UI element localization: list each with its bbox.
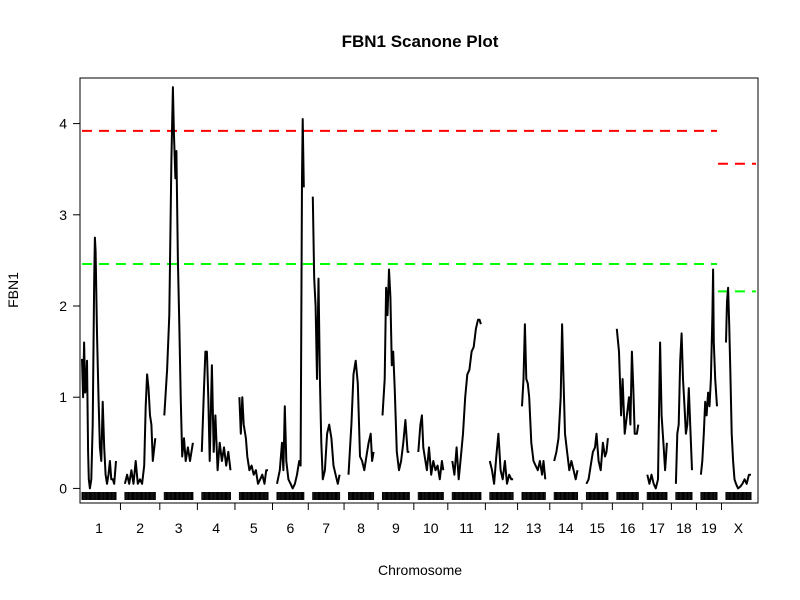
x-tick-label-chr-7: 7: [322, 520, 330, 536]
x-tick-label-chr-16: 16: [620, 520, 636, 536]
lod-curve-chr-19: [699, 268, 718, 475]
x-tick-label-chr-18: 18: [676, 520, 692, 536]
x-tick-label-chr-11: 11: [459, 520, 474, 536]
lod-curve-chr-4: [200, 350, 232, 472]
x-tick-label-chr-9: 9: [392, 520, 400, 536]
lod-curve-chr-3: [163, 86, 194, 462]
lod-curve-chr-9: [381, 268, 410, 472]
x-tick-label-chr-3: 3: [175, 520, 183, 536]
plot-frame: [79, 77, 759, 504]
lod-curve-chr-12: [488, 432, 514, 485]
lod-curve-chr-6: [276, 118, 305, 490]
chart-title: FBN1 Scanone Plot: [342, 32, 499, 51]
x-tick-label-chr-13: 13: [526, 520, 542, 536]
lod-curve-chr-8: [347, 359, 375, 475]
lod-curve-chr-11: [451, 318, 482, 481]
x-tick-label-chr-4: 4: [212, 520, 220, 536]
x-tick-label-chr-1: 1: [95, 520, 103, 536]
lod-curve-chr-10: [417, 414, 445, 481]
lod-curve-chr-15: [585, 432, 609, 485]
x-axis-label: Chromosome: [378, 562, 462, 578]
x-tick-label-chr-8: 8: [357, 520, 365, 536]
lod-curve-chr-14: [553, 323, 579, 481]
x-tick-label-chr-5: 5: [250, 520, 258, 536]
y-tick-label: 4: [59, 116, 67, 132]
x-tick-label-chr-15: 15: [589, 520, 605, 536]
lod-curve-chr-7: [311, 196, 341, 485]
lod-curve-chr-X: [725, 286, 751, 490]
lod-curve-chr-17: [646, 341, 668, 490]
y-tick-label: 1: [59, 389, 67, 405]
lod-curve-chr-2: [123, 373, 157, 485]
lod-curve-chr-1: [81, 236, 117, 490]
lod-curve-chr-13: [521, 323, 547, 480]
y-axis-label: FBN1: [5, 272, 21, 308]
x-tick-label-chr-X: X: [734, 520, 744, 536]
y-tick-label: 2: [59, 298, 67, 314]
x-tick-label-chr-2: 2: [136, 520, 144, 536]
lod-curve-chr-18: [674, 332, 693, 484]
lod-curve-chr-5: [238, 396, 268, 485]
x-tick-label-chr-17: 17: [649, 520, 665, 536]
x-tick-label-chr-12: 12: [494, 520, 510, 536]
y-tick-label: 3: [59, 207, 67, 223]
lod-curve-chr-16: [615, 328, 640, 435]
x-tick-label-chr-19: 19: [701, 520, 717, 536]
x-tick-label-chr-10: 10: [423, 520, 439, 536]
x-tick-label-chr-14: 14: [558, 520, 574, 536]
x-tick-label-chr-6: 6: [286, 520, 294, 536]
y-tick-label: 0: [59, 480, 67, 496]
